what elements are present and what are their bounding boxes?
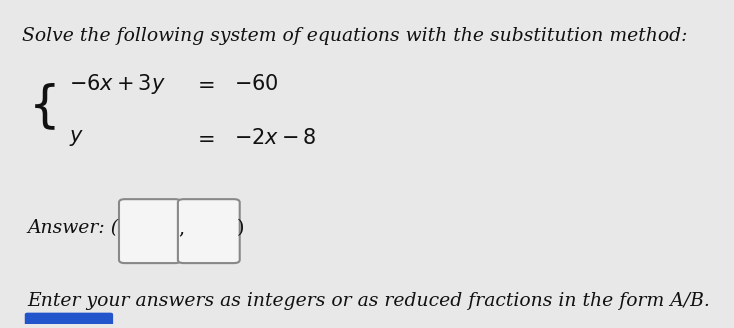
Text: $-6x + 3y$: $-6x + 3y$ xyxy=(69,72,166,96)
Text: $\{$: $\{$ xyxy=(28,81,55,132)
FancyBboxPatch shape xyxy=(178,199,240,263)
FancyBboxPatch shape xyxy=(25,313,113,328)
Text: ): ) xyxy=(237,219,244,237)
Text: $=$: $=$ xyxy=(192,129,214,148)
Text: Solve the following system of equations with the substitution method:: Solve the following system of equations … xyxy=(22,27,687,45)
Text: $-2x - 8$: $-2x - 8$ xyxy=(234,129,316,149)
FancyBboxPatch shape xyxy=(119,199,181,263)
Text: ,: , xyxy=(178,219,184,237)
Text: $=$: $=$ xyxy=(192,74,214,93)
Text: Enter your answers as integers or as reduced fractions in the form A/B.: Enter your answers as integers or as red… xyxy=(28,293,711,311)
Text: $-60$: $-60$ xyxy=(234,74,278,94)
Text: $y$: $y$ xyxy=(69,129,84,149)
Text: Answer: (: Answer: ( xyxy=(28,219,119,237)
